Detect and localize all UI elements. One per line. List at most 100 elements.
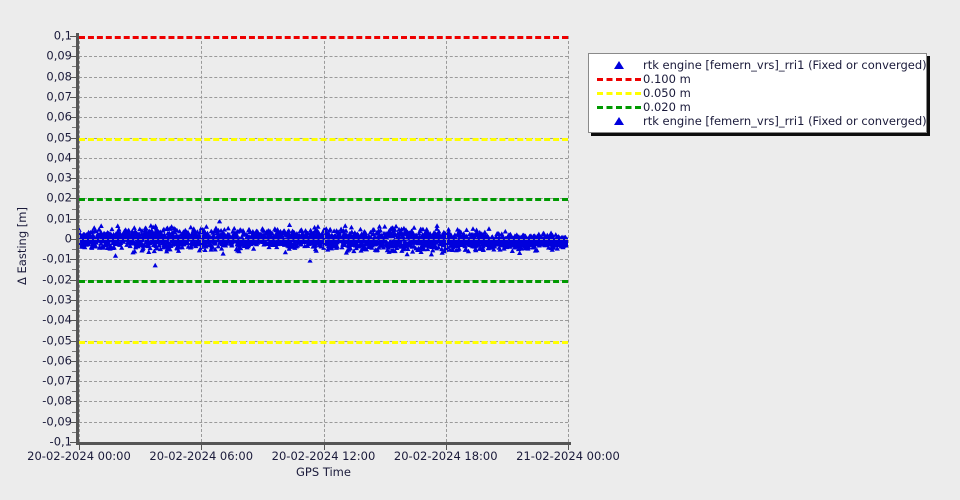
gridline-vertical — [445, 36, 447, 442]
y-tick-minor — [72, 208, 76, 210]
x-tick-label: 21-02-2024 00:00 — [516, 449, 620, 463]
plot-area[interactable] — [79, 36, 569, 445]
y-tick-minor — [72, 350, 76, 352]
y-tick-mark — [70, 198, 76, 200]
y-tick-label: -0,08 — [42, 393, 72, 408]
y-tick-label: -0,01 — [42, 251, 72, 266]
legend-row[interactable]: rtk engine [femern_vrs]_rri1 (Fixed or c… — [589, 114, 927, 128]
y-tick-mark — [70, 340, 76, 342]
y-axis-title: Δ Easting [m] — [15, 207, 29, 285]
y-tick-mark — [70, 279, 76, 281]
data-series-rtk-engine — [79, 218, 568, 268]
gridline-vertical — [201, 36, 203, 442]
y-tick-minor — [72, 431, 76, 433]
legend-key-marker — [595, 58, 643, 72]
x-axis-title: GPS Time — [296, 465, 351, 479]
y-tick-label: 0 — [64, 231, 72, 246]
legend-row[interactable]: 0.020 m — [589, 100, 926, 114]
y-tick-minor — [72, 310, 76, 312]
chart-legend[interactable]: rtk engine [femern_vrs]_rri1 (Fixed or c… — [588, 53, 927, 133]
y-tick-label: -0,07 — [42, 373, 72, 388]
y-tick-minor — [72, 330, 76, 332]
legend-label: 0.100 m — [643, 72, 691, 86]
y-tick-mark — [70, 36, 76, 37]
legend-row[interactable]: 0.050 m — [589, 86, 926, 100]
y-tick-mark — [70, 218, 76, 220]
y-tick-minor — [72, 269, 76, 271]
x-tick-mark — [201, 445, 203, 450]
y-tick-mark — [70, 178, 76, 180]
y-tick-mark — [70, 401, 76, 403]
y-tick-mark — [70, 381, 76, 383]
threshold-line — [79, 279, 568, 283]
y-tick-minor — [72, 107, 76, 109]
x-tick-mark — [568, 445, 569, 450]
x-tick-label: 20-02-2024 12:00 — [271, 449, 376, 463]
y-tick-minor — [72, 249, 76, 251]
x-tick-mark — [323, 445, 325, 450]
legend-row[interactable]: rtk engine [femern_vrs]_rri1 (Fixed or c… — [589, 58, 927, 72]
threshold-line — [79, 198, 568, 202]
y-tick-label: 0,01 — [46, 211, 72, 226]
legend-key-line — [595, 86, 643, 100]
legend-label: rtk engine [femern_vrs]_rri1 (Fixed or c… — [643, 114, 927, 128]
y-tick-minor — [72, 391, 76, 393]
x-tick-mark — [445, 445, 447, 450]
y-tick-mark — [70, 76, 76, 78]
triangle-marker-icon — [614, 61, 624, 69]
x-tick-label: 20-02-2024 18:00 — [393, 449, 498, 463]
y-tick-mark — [70, 259, 76, 261]
legend-key-line — [595, 72, 643, 86]
y-tick-minor — [72, 86, 76, 88]
y-tick-label: 0,04 — [46, 150, 72, 165]
y-axis-line — [76, 33, 79, 445]
y-tick-label: 0,09 — [46, 48, 72, 63]
x-tick-label: 20-02-2024 06:00 — [149, 449, 254, 463]
threshold-line — [79, 36, 568, 39]
y-tick-label: 0,1 — [53, 28, 72, 43]
y-tick-label: -0,04 — [42, 312, 72, 327]
y-tick-mark — [70, 137, 76, 139]
y-tick-label: -0,02 — [42, 272, 72, 287]
y-tick-label: -0,1 — [49, 434, 72, 449]
y-tick-minor — [72, 370, 76, 372]
legend-label: 0.020 m — [643, 100, 691, 114]
y-tick-mark — [70, 320, 76, 322]
y-tick-mark — [70, 239, 76, 240]
legend-key-line — [595, 100, 643, 114]
y-tick-minor — [72, 127, 76, 129]
y-tick-mark — [70, 157, 76, 159]
y-tick-mark — [70, 421, 76, 423]
dashed-line-icon — [597, 105, 641, 109]
y-tick-label: 0,03 — [46, 170, 72, 185]
legend-label: 0.050 m — [643, 86, 691, 100]
gridline-vertical — [568, 36, 569, 442]
y-tick-mark — [70, 96, 76, 98]
legend-row[interactable]: 0.100 m — [589, 72, 926, 86]
y-tick-label: 0,08 — [46, 69, 72, 84]
x-axis-line — [76, 442, 571, 445]
y-tick-mark — [70, 117, 76, 119]
y-tick-label: -0,09 — [42, 414, 72, 429]
y-tick-minor — [72, 228, 76, 230]
triangle-marker-icon — [614, 117, 624, 125]
y-tick-minor — [72, 289, 76, 291]
threshold-line — [79, 137, 568, 141]
y-tick-label: 0,07 — [46, 89, 72, 104]
y-tick-label: -0,03 — [42, 292, 72, 307]
dashed-line-icon — [597, 77, 641, 81]
y-tick-label: 0,05 — [46, 130, 72, 144]
legend-label: rtk engine [femern_vrs]_rri1 (Fixed or c… — [643, 58, 927, 72]
y-tick-mark — [70, 56, 76, 58]
y-tick-label: -0,05 — [42, 333, 72, 347]
y-tick-minor — [72, 411, 76, 413]
x-tick-label: 20-02-2024 00:00 — [27, 449, 131, 463]
x-tick-mark — [79, 445, 80, 450]
dashed-line-icon — [597, 91, 641, 95]
y-tick-mark — [70, 442, 76, 443]
y-tick-minor — [72, 46, 76, 48]
y-tick-mark — [70, 299, 76, 301]
y-tick-minor — [72, 66, 76, 68]
y-tick-minor — [72, 147, 76, 149]
legend-key-marker — [595, 114, 643, 128]
